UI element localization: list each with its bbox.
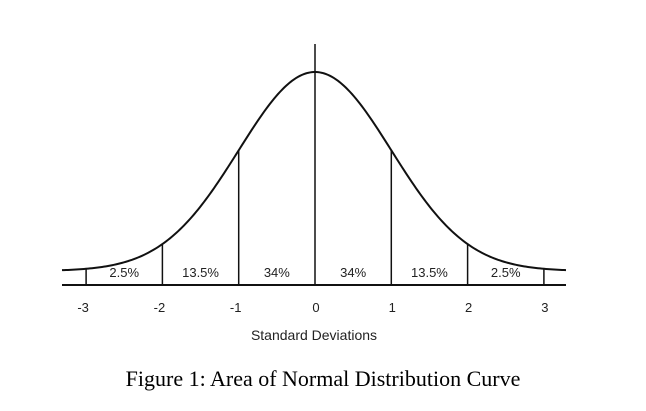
region-percent-label: 13.5% <box>182 265 219 280</box>
region-percent-label: 2.5% <box>491 265 521 280</box>
region-percent-label: 34% <box>340 265 366 280</box>
tick-label: 1 <box>389 300 396 315</box>
tick-label: -3 <box>77 300 89 315</box>
figure-caption: Figure 1: Area of Normal Distribution Cu… <box>125 366 521 391</box>
tick-label: 2 <box>465 300 472 315</box>
tick-labels: -3 -2 -1 0 1 2 3 <box>77 300 548 315</box>
region-percent-labels: 2.5% 13.5% 34% 34% 13.5% 2.5% <box>109 265 521 280</box>
tick-label: 3 <box>541 300 548 315</box>
axis-label: Standard Deviations <box>251 327 377 343</box>
region-percent-label: 34% <box>264 265 290 280</box>
tick-label: -1 <box>230 300 242 315</box>
bell-curve <box>61 71 567 272</box>
region-percent-label: 2.5% <box>109 265 139 280</box>
sd-dividers <box>85 150 545 285</box>
tick-label: 0 <box>312 300 319 315</box>
region-percent-label: 13.5% <box>411 265 448 280</box>
tick-label: -2 <box>154 300 166 315</box>
